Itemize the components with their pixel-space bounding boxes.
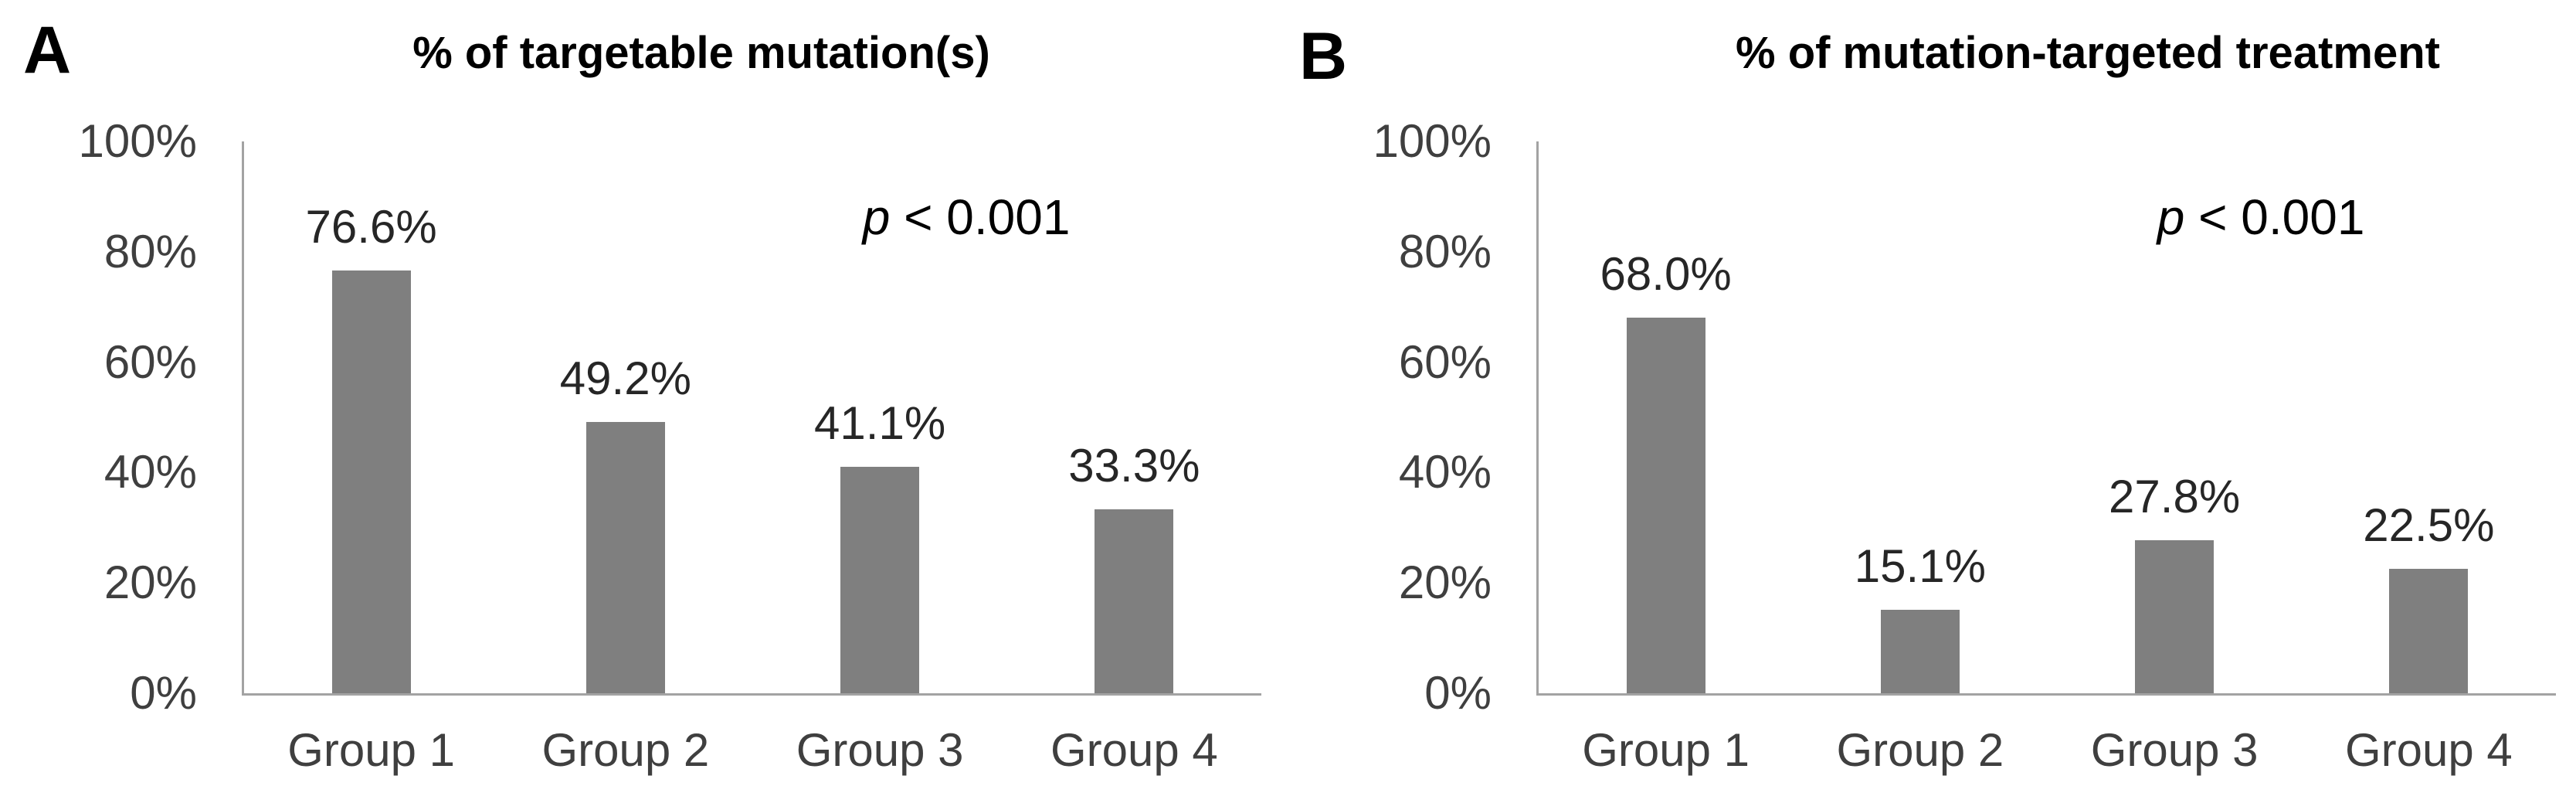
bar-value-label: 49.2%: [559, 352, 691, 404]
bar-value-label: 22.5%: [2363, 499, 2495, 552]
bar-group-2: [585, 421, 665, 693]
panel-a-title: % of targetable mutation(s): [412, 28, 990, 78]
x-category-label: Group 1: [1582, 724, 1750, 776]
bar-value-label: 27.8%: [2109, 470, 2241, 522]
y-axis-tick-label: 60%: [104, 335, 197, 388]
bar-group-4: [2389, 569, 2469, 693]
y-axis-tick-label: 100%: [1373, 115, 1492, 167]
x-category-label: Group 2: [1836, 724, 2004, 776]
bar-group-1: [331, 271, 411, 693]
y-axis-tick-label: 0%: [130, 667, 197, 719]
bar-value-label: 41.1%: [814, 396, 946, 449]
y-axis-tick-label: 40%: [1398, 446, 1492, 498]
bar-group-1: [1626, 318, 1705, 693]
x-category-label: Group 4: [1050, 724, 1218, 776]
panel-b-y-axis: 0% 20% 40% 60% 80% 100%: [1295, 118, 1492, 716]
x-category-label: Group 2: [541, 724, 710, 776]
p-value-text: < 0.001: [890, 189, 1071, 245]
y-axis-tick-label: 80%: [104, 225, 197, 277]
x-category-label: Group 4: [2344, 724, 2513, 776]
panel-b-title: % of mutation-targeted treatment: [1736, 28, 2440, 78]
y-axis-tick-label: 80%: [1398, 225, 1492, 277]
y-axis-tick-label: 100%: [78, 115, 197, 167]
bar-value-label: 76.6%: [305, 201, 437, 253]
x-category-label: Group 3: [2090, 724, 2259, 776]
panel-a-pvalue-annotation: p < 0.001: [863, 192, 1071, 242]
p-symbol: p: [862, 189, 891, 245]
x-category-label: Group 1: [287, 724, 456, 776]
bar-group-2: [1880, 610, 1960, 693]
y-axis-tick-label: 20%: [1398, 556, 1492, 609]
y-axis-tick-label: 40%: [104, 446, 197, 498]
bar-value-label: 68.0%: [1600, 248, 1732, 301]
p-value-text: < 0.001: [2184, 189, 2365, 245]
bar-group-3: [840, 466, 920, 693]
bar-group-3: [2135, 539, 2215, 693]
panel-a-letter: A: [23, 13, 72, 87]
x-category-label: Group 3: [796, 724, 964, 776]
panel-b-plot-area: p < 0.001 68.0% Group 1 15.1% Group 2 27.8% G…: [1536, 141, 2556, 774]
bar-value-label: 33.3%: [1068, 440, 1200, 492]
y-axis-tick-label: 20%: [104, 556, 197, 609]
panel-b-letter: B: [1299, 19, 1348, 94]
y-axis-tick-label: 60%: [1398, 335, 1492, 388]
panel-a-plot-area: p < 0.001 76.6% Group 1 49.2% Group 2 41.1% G…: [242, 141, 1261, 774]
p-symbol: p: [2157, 189, 2185, 245]
panel-a-y-axis: 0% 20% 40% 60% 80% 100%: [0, 118, 197, 716]
panel-b-pvalue-annotation: p < 0.001: [2157, 192, 2365, 242]
bar-value-label: 15.1%: [1854, 540, 1986, 593]
bar-group-4: [1095, 509, 1174, 693]
y-axis-tick-label: 0%: [1424, 667, 1492, 719]
